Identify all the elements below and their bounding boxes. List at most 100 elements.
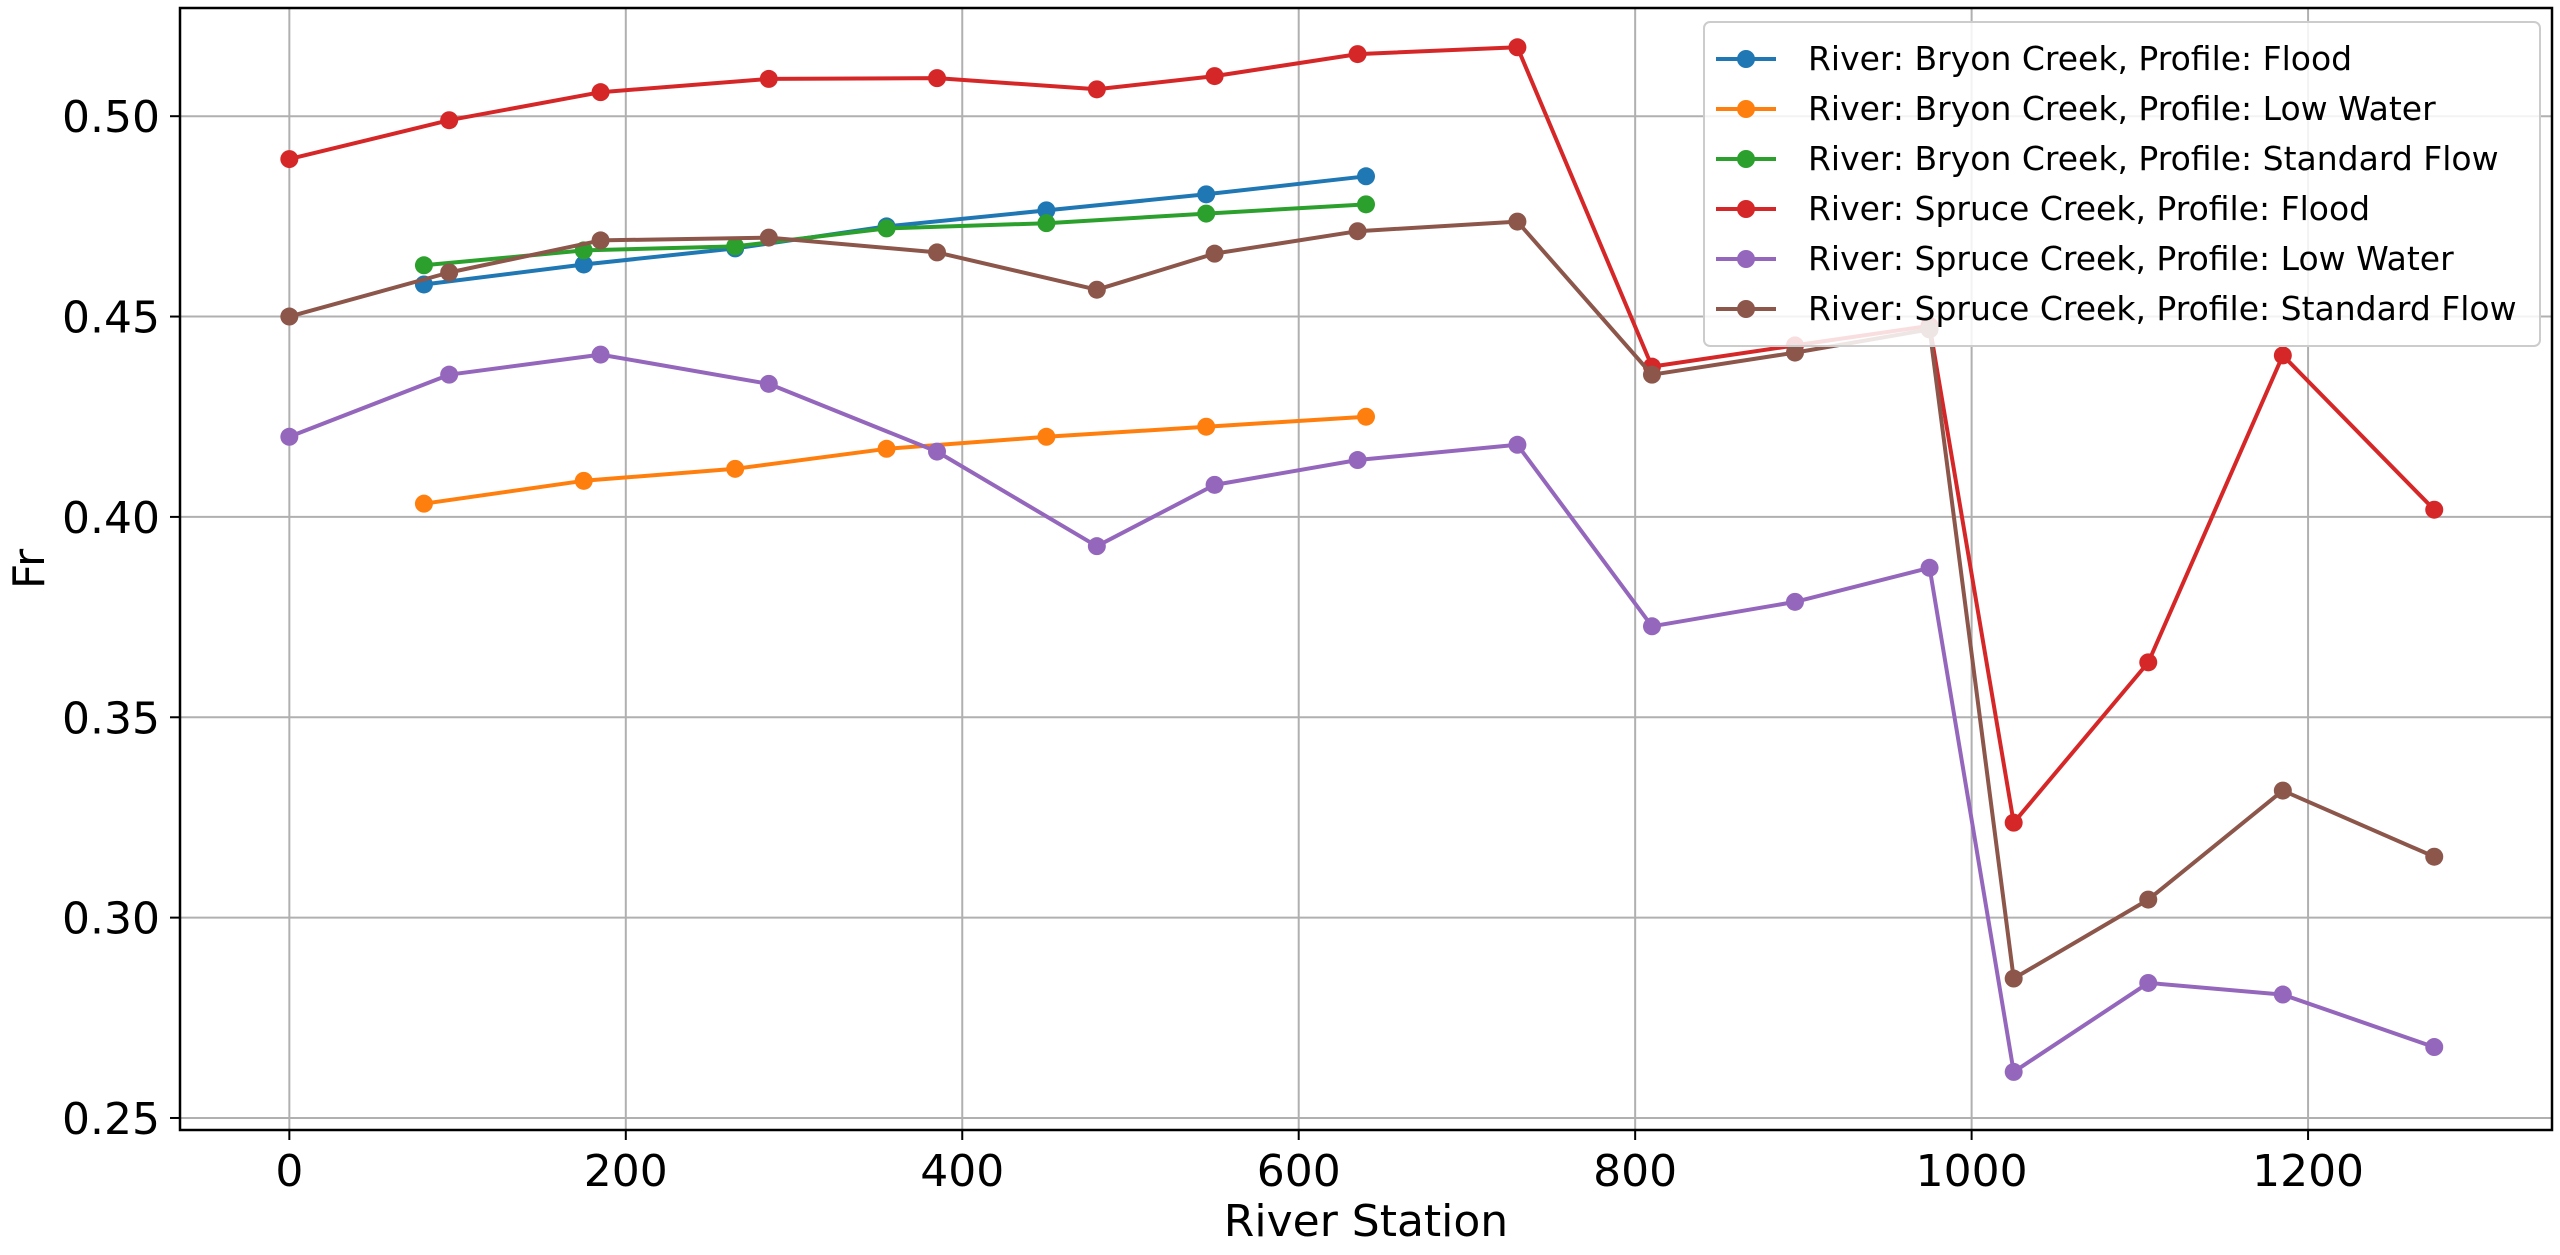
data-point — [1087, 280, 1106, 299]
data-point — [2425, 1038, 2444, 1057]
data-point — [1197, 185, 1216, 204]
legend-label: River: Spruce Creek, Profile: Standard F… — [1808, 289, 2517, 328]
y-tick-label: 0.50 — [62, 92, 160, 143]
legend-swatch-marker — [1737, 200, 1755, 218]
y-tick-label: 0.45 — [62, 293, 160, 344]
legend-item: River: Spruce Creek, Profile: Low Water — [1716, 239, 2454, 278]
legend-label: River: Bryon Creek, Profile: Low Water — [1808, 89, 2436, 128]
data-point — [1357, 407, 1375, 426]
legend-label: River: Bryon Creek, Profile: Flood — [1808, 39, 2352, 78]
data-point — [1037, 214, 1056, 233]
x-tick-label: 1000 — [1916, 1146, 2028, 1197]
data-point — [2004, 969, 2023, 988]
data-point — [928, 442, 947, 461]
series-5 — [280, 345, 2444, 1081]
x-tick-label: 800 — [1593, 1146, 1677, 1197]
data-point — [1348, 451, 1367, 470]
data-point — [2139, 653, 2158, 672]
series-2 — [414, 407, 1375, 513]
data-point — [1348, 222, 1367, 241]
data-point — [1205, 475, 1224, 494]
data-point — [574, 255, 593, 274]
x-tick-label: 200 — [584, 1146, 668, 1197]
x-axis-ticks: 0 200 400 600 800 1000 1200 — [275, 1130, 2364, 1197]
x-tick-label: 400 — [920, 1146, 1004, 1197]
data-point — [928, 69, 947, 88]
data-point — [1357, 195, 1375, 214]
data-point — [759, 228, 778, 247]
data-point — [591, 231, 610, 250]
data-point — [1785, 592, 1804, 611]
legend-label: River: Spruce Creek, Profile: Flood — [1808, 189, 2370, 228]
y-tick-label: 0.30 — [62, 894, 160, 945]
data-point — [1785, 343, 1804, 362]
data-point — [280, 427, 299, 446]
data-point — [2004, 813, 2023, 832]
legend-item: River: Bryon Creek, Profile: Low Water — [1716, 89, 2436, 128]
series-6 — [280, 212, 2444, 988]
data-point — [1205, 244, 1224, 263]
data-point — [2273, 781, 2292, 800]
data-point — [440, 263, 459, 282]
legend-item: River: Bryon Creek, Profile: Flood — [1716, 39, 2352, 78]
data-point — [440, 365, 459, 384]
series-line — [288, 45, 2436, 825]
data-point — [2139, 973, 2158, 992]
legend-swatch-marker — [1737, 100, 1755, 118]
y-tick-label: 0.25 — [62, 1094, 160, 1145]
data-point — [759, 69, 778, 88]
data-point — [1087, 537, 1106, 556]
data-point — [928, 243, 947, 262]
y-tick-label: 0.35 — [62, 693, 160, 744]
data-point — [759, 374, 778, 393]
data-point — [1357, 167, 1375, 186]
data-point — [1205, 67, 1224, 86]
data-point — [1348, 45, 1367, 64]
y-axis-ticks: 0.25 0.30 0.35 0.40 0.45 0.50 — [62, 92, 180, 1145]
data-point — [1920, 558, 1939, 577]
data-point — [2273, 985, 2292, 1004]
y-tick-label: 0.40 — [62, 493, 160, 544]
data-point — [1197, 417, 1216, 436]
legend-swatch-marker — [1737, 250, 1755, 268]
series-3 — [414, 195, 1375, 275]
data-point — [280, 307, 299, 326]
data-point — [280, 150, 299, 169]
plot-frame — [178, 6, 2554, 1132]
data-point — [1508, 212, 1527, 231]
legend-swatch-marker — [1737, 150, 1755, 168]
data-point — [440, 111, 459, 130]
x-tick-label: 1200 — [2252, 1146, 2364, 1197]
data-point — [574, 471, 593, 490]
y-axis-label: Fr — [4, 548, 55, 589]
data-point — [1642, 617, 1661, 636]
legend-swatch-marker — [1737, 50, 1755, 68]
data-point — [1197, 204, 1216, 223]
data-point — [877, 219, 896, 238]
data-point — [1037, 427, 1056, 446]
data-point — [726, 237, 745, 256]
data-point — [1508, 435, 1527, 454]
data-point — [2425, 500, 2444, 519]
data-point — [1508, 38, 1527, 57]
data-point — [414, 256, 433, 275]
grid — [180, 8, 2552, 1130]
data-point — [591, 83, 610, 102]
data-point — [1087, 80, 1106, 99]
legend-item: River: Spruce Creek, Profile: Flood — [1716, 189, 2370, 228]
legend: River: Bryon Creek, Profile: Flood River:… — [1703, 21, 2541, 347]
legend-label: River: Bryon Creek, Profile: Standard Fl… — [1808, 139, 2499, 178]
legend-label: River: Spruce Creek, Profile: Low Water — [1808, 239, 2454, 278]
x-tick-label: 0 — [275, 1146, 303, 1197]
data-point — [2273, 346, 2292, 365]
data-point — [414, 494, 433, 513]
data-point — [726, 459, 745, 478]
data-point — [2004, 1062, 2023, 1081]
legend-item: River: Spruce Creek, Profile: Standard F… — [1716, 289, 2517, 328]
legend-box — [1703, 21, 2541, 347]
x-axis-label: River Station — [1224, 1196, 1508, 1247]
data-point — [1037, 201, 1056, 220]
data-point — [877, 439, 896, 458]
data-point — [2425, 847, 2444, 866]
